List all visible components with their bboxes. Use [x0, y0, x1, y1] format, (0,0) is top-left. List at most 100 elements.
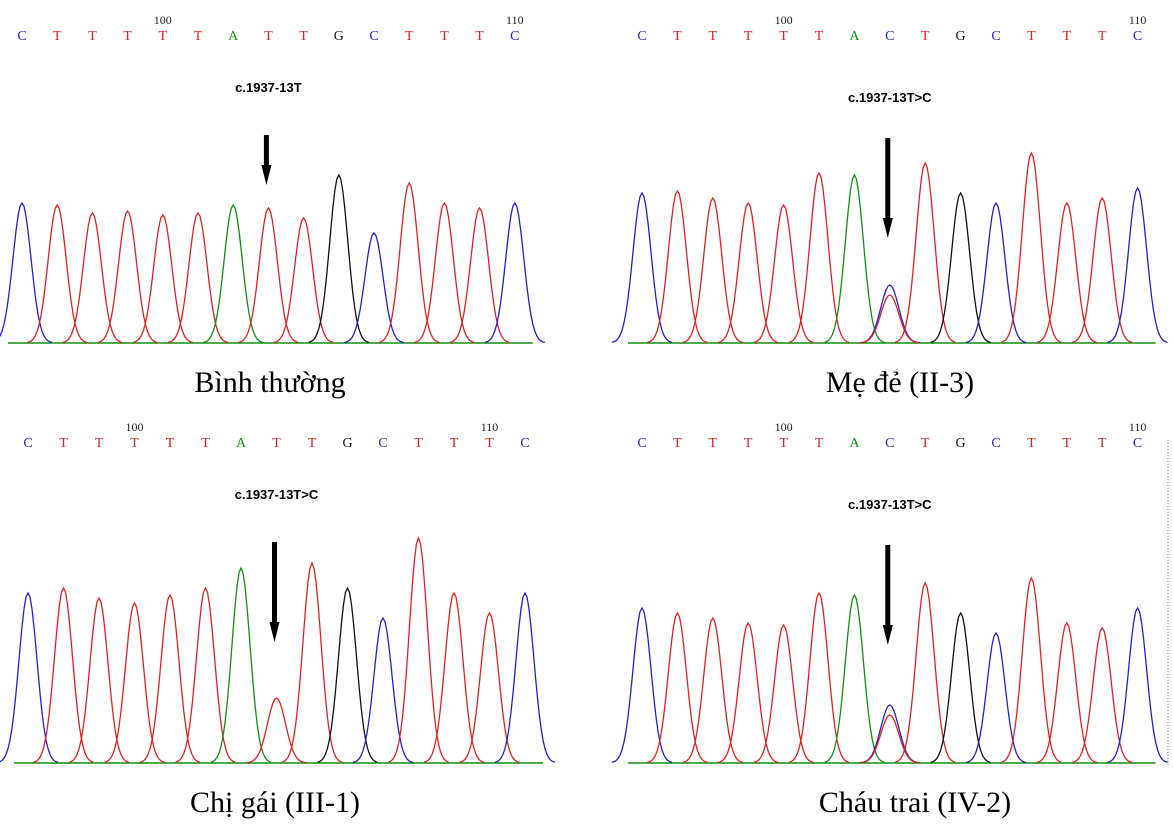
base-call: T [405, 29, 414, 44]
caption: Bình thường [194, 366, 345, 399]
arrow-head [883, 625, 893, 645]
base-call: C [378, 436, 387, 451]
base-call: C [369, 29, 378, 44]
trace-peak [860, 715, 920, 763]
base-call: T [485, 436, 494, 451]
base-call: C [991, 29, 1000, 44]
base-call: T [1027, 29, 1036, 44]
trace-peak [718, 203, 778, 343]
trace-peak [424, 593, 484, 762]
base-call: C [1133, 29, 1142, 44]
trace-peak [309, 175, 369, 342]
trace-peak [353, 618, 413, 762]
base-call: T [194, 29, 203, 44]
trace-peak [895, 163, 955, 342]
base-call: T [414, 436, 423, 451]
base-call: T [130, 436, 139, 451]
trace-peak [931, 613, 991, 762]
trace-peak [824, 175, 884, 342]
arrow-head [883, 218, 893, 238]
base-call: C [637, 436, 646, 451]
trace-peak [318, 588, 378, 762]
position-label: 100 [154, 13, 172, 27]
trace-peak [824, 595, 884, 762]
trace-peak [1072, 198, 1132, 342]
base-call: C [637, 29, 646, 44]
trace-peak [895, 583, 955, 762]
base-call: T [450, 436, 459, 451]
trace-peak [414, 203, 474, 343]
base-call: T [308, 436, 317, 451]
trace-peak [1001, 578, 1061, 762]
base-call: C [23, 436, 32, 451]
base-call: T [921, 436, 930, 451]
base-call: G [956, 29, 966, 44]
trace-peak [460, 613, 520, 762]
trace-peak [389, 538, 449, 762]
position-label: 110 [1129, 13, 1147, 27]
mutation-label: c.1937-13T>C [235, 487, 319, 502]
base-call: T [201, 436, 210, 451]
base-call: T [166, 436, 175, 451]
trace-peak [450, 208, 510, 343]
base-call: T [299, 29, 308, 44]
trace-peak [176, 588, 236, 762]
base-call: T [264, 29, 273, 44]
trace-peak [274, 218, 334, 343]
base-call: T [673, 436, 682, 451]
trace-peak [931, 193, 991, 342]
position-label: 100 [775, 13, 793, 27]
caption: Chị gái (III-1) [190, 786, 360, 819]
trace-peak [647, 191, 707, 342]
trace-peak [27, 205, 87, 343]
base-call: T [744, 436, 753, 451]
base-call: T [709, 29, 718, 44]
base-call: C [885, 436, 894, 451]
base-call: T [440, 29, 449, 44]
trace-peak [966, 633, 1026, 763]
arrow-head [261, 165, 271, 185]
base-call: T [272, 436, 281, 451]
position-label: 100 [126, 420, 144, 434]
trace-peak [754, 625, 814, 763]
page: C T T T T T A T T G C T T T C 100 110 c.1937-13T Bình thườ… [0, 0, 1174, 830]
base-call: T [59, 436, 68, 451]
trace-peak [1072, 628, 1132, 763]
trace-peak [282, 563, 342, 762]
trace-peak [495, 593, 555, 762]
base-call: C [1133, 436, 1142, 451]
trace-peak [211, 568, 271, 762]
trace-peak [789, 173, 849, 342]
arrow-shaft [885, 138, 890, 218]
position-label: 110 [1129, 420, 1147, 434]
arrow-shaft [264, 135, 269, 165]
trace-peak [168, 213, 228, 343]
base-call: T [709, 436, 718, 451]
trace-peak [69, 598, 129, 762]
base-call: C [885, 29, 894, 44]
trace-peak [647, 613, 707, 762]
trace-peak [0, 203, 52, 343]
trace-peak [203, 205, 263, 343]
base-call: G [956, 436, 966, 451]
base-call: T [1027, 436, 1036, 451]
mutation-label: c.1937-13T [235, 80, 302, 95]
trace-peak [133, 215, 193, 343]
base-call: C [520, 436, 529, 451]
arrow-head [270, 622, 280, 642]
base-call: A [228, 29, 239, 44]
base-call: T [1098, 29, 1107, 44]
trace-peak [1108, 188, 1168, 342]
trace-peak [98, 211, 158, 343]
base-call: T [815, 29, 824, 44]
trace-peak [718, 623, 778, 763]
trace-peak [1037, 623, 1097, 763]
trace-peak [1037, 203, 1097, 343]
trace-peak [789, 593, 849, 762]
trace-peak [34, 588, 94, 762]
trace-peak [105, 603, 165, 762]
base-call: T [475, 29, 484, 44]
mutation-label: c.1937-13T>C [848, 497, 932, 512]
arrow-shaft [885, 545, 890, 625]
base-call: T [95, 436, 104, 451]
